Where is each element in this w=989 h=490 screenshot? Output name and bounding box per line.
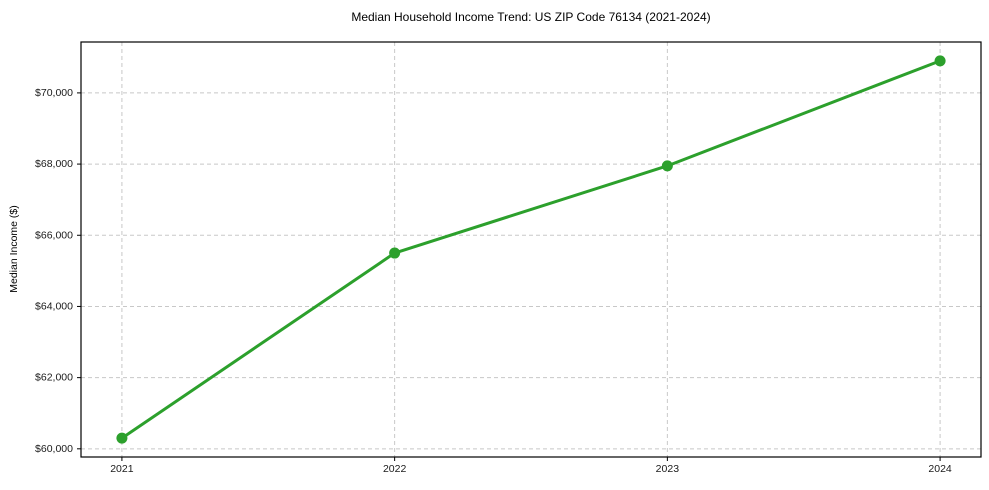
y-tick-label: $66,000	[35, 229, 73, 241]
y-tick-label: $70,000	[35, 87, 73, 99]
trend-line	[120, 59, 942, 440]
data-point-2023	[661, 160, 673, 172]
y-tick-label: $62,000	[35, 372, 73, 384]
x-tick-label: 2023	[656, 463, 680, 475]
chart-title: Median Household Income Trend: US ZIP Co…	[351, 10, 711, 24]
y-tick-label: $60,000	[35, 443, 73, 455]
data-point-2022	[389, 247, 401, 259]
data-point-2021	[116, 432, 128, 444]
y-tick-label: $64,000	[35, 300, 73, 312]
x-tick-label: 2022	[383, 463, 407, 475]
data-point-2024	[934, 55, 946, 67]
x-tick-label: 2021	[110, 463, 134, 475]
plot-border	[80, 41, 982, 458]
x-tick-label: 2024	[928, 463, 952, 475]
y-tick-label: $68,000	[35, 158, 73, 170]
